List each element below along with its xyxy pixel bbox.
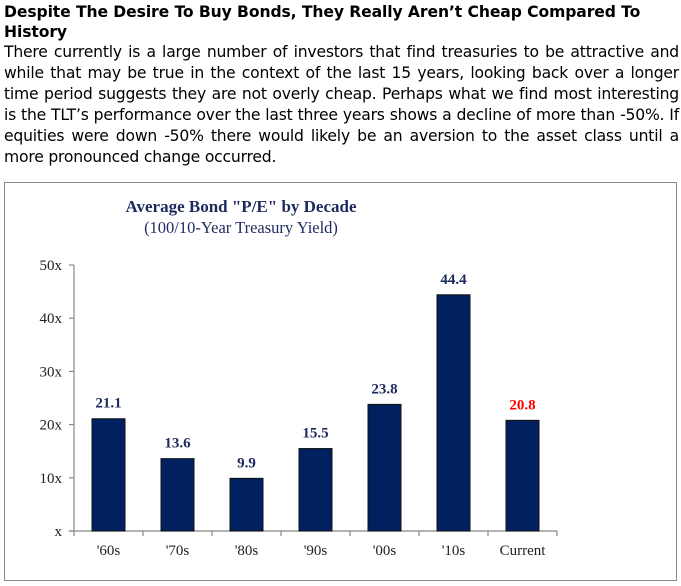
- chart-frame: Average Bond "P/E" by Decade (100/10-Yea…: [4, 182, 677, 581]
- bar: [298, 448, 333, 532]
- data-label: 21.1: [95, 396, 121, 412]
- data-label: 23.8: [371, 381, 397, 397]
- article-heading: Despite The Desire To Buy Bonds, They Re…: [4, 3, 641, 41]
- bar: [91, 418, 126, 532]
- y-tick-label: 10x: [40, 471, 63, 487]
- data-label: 20.8: [509, 397, 535, 413]
- article: Despite The Desire To Buy Bonds, They Re…: [4, 2, 679, 168]
- x-tick-label: Current: [500, 543, 547, 559]
- data-label: 13.6: [164, 436, 191, 452]
- x-tick-label: '60s: [97, 543, 121, 559]
- x-tick-label: '10s: [442, 543, 466, 559]
- article-body: There currently is a large number of inv…: [4, 43, 679, 166]
- y-tick-label: 40x: [40, 311, 63, 327]
- bar-chart: Average Bond "P/E" by Decade (100/10-Yea…: [40, 197, 558, 559]
- y-tick-label: 50x: [40, 258, 63, 274]
- data-label: 44.4: [440, 272, 467, 288]
- x-tick-label: '70s: [166, 543, 190, 559]
- bar: [160, 458, 195, 532]
- y-tick-label: 20x: [40, 418, 63, 434]
- bar: [367, 403, 402, 532]
- bar: [505, 419, 540, 532]
- data-label: 15.5: [302, 426, 328, 442]
- x-tick-label: '90s: [304, 543, 328, 559]
- chart-subtitle: (100/10-Year Treasury Yield): [144, 218, 338, 237]
- x-tick-label: '80s: [235, 543, 259, 559]
- data-label: 9.9: [237, 455, 256, 471]
- x-tick-label: '00s: [373, 543, 397, 559]
- bar: [229, 477, 264, 532]
- bar: [436, 294, 471, 532]
- y-tick-label: 30x: [40, 364, 63, 380]
- y-tick-label: x: [55, 524, 63, 540]
- chart-title: Average Bond "P/E" by Decade: [125, 197, 356, 216]
